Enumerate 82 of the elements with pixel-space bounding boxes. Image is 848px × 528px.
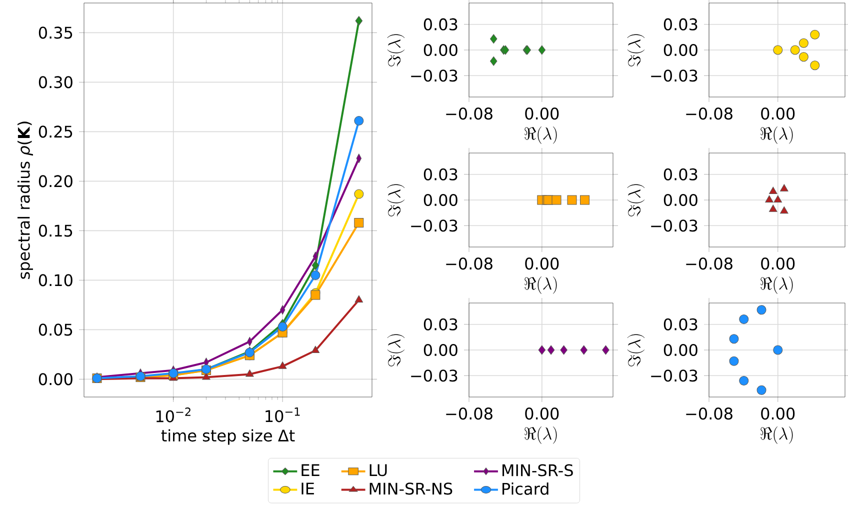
point <box>768 186 778 194</box>
x-axis-title: $\Re(\lambda)$ <box>524 426 557 444</box>
y-tick-label: 0.25 <box>38 126 72 138</box>
point <box>773 45 783 55</box>
x-tick-label: 0.00 <box>761 258 795 270</box>
y-tick-label: −0.03 <box>651 370 698 382</box>
x-tick-label: 0.00 <box>525 408 559 420</box>
point <box>774 195 782 202</box>
y-axis-title: $\Im(\lambda)$ <box>627 184 645 216</box>
point <box>768 204 778 212</box>
y-tick-label: 0.00 <box>664 194 698 206</box>
legend-label: MIN-SR-NS <box>370 482 452 495</box>
x-axis-title: $\Re(\lambda)$ <box>760 426 793 444</box>
x-axis-title: $\Re(\lambda)$ <box>524 126 557 144</box>
point <box>780 206 788 214</box>
x-tick-label: 0.00 <box>525 108 559 120</box>
y-axis-title: $\Im(\lambda)$ <box>387 184 405 216</box>
point <box>765 195 774 202</box>
y-tick-label: 0.05 <box>38 324 72 336</box>
point <box>739 376 749 386</box>
point <box>810 30 820 40</box>
point <box>810 60 820 70</box>
legend-label: Picard <box>502 482 548 495</box>
x-axis-title: $\Re(\lambda)$ <box>760 126 793 144</box>
y-tick-label: 0.00 <box>424 344 458 356</box>
point <box>756 305 766 315</box>
x-tick-label: −0.08 <box>686 408 732 420</box>
x-axis-title: $\Re(\lambda)$ <box>760 276 793 294</box>
y-axis-title: $\Im(\lambda)$ <box>627 34 645 66</box>
y-tick-label: 0.35 <box>38 26 72 39</box>
y-axis-title: spectral radius ρ(K) <box>17 122 33 279</box>
legend-label: LU <box>370 464 387 476</box>
point <box>729 356 739 366</box>
x-tick-label: 0.00 <box>761 408 795 420</box>
point <box>790 45 800 55</box>
point <box>773 345 783 355</box>
y-axis-title: $\Im(\lambda)$ <box>627 334 645 366</box>
y-tick-label: −0.03 <box>411 220 458 232</box>
point <box>538 45 546 55</box>
y-tick-label: 0.03 <box>424 168 458 180</box>
y-tick-label: 0.03 <box>664 318 698 330</box>
y-tick-label: 0.20 <box>38 175 72 188</box>
point <box>739 314 749 324</box>
x-tick-label: 0.00 <box>761 108 795 120</box>
y-tick-label: −0.03 <box>651 220 698 232</box>
y-tick-label: −0.03 <box>411 370 458 382</box>
x-axis-title: time step size Δt <box>161 429 295 445</box>
y-tick-label: 0.00 <box>664 44 698 56</box>
point <box>490 34 498 44</box>
point <box>490 56 498 66</box>
y-tick-label: −0.03 <box>411 70 458 82</box>
x-tick-label: 10$^{−2}$ <box>156 408 190 422</box>
y-tick-label: 0.30 <box>38 76 72 88</box>
x-tick-label: 0.00 <box>525 258 559 270</box>
legend-label: EE <box>302 464 320 476</box>
legend-label: MIN-SR-S <box>502 464 573 476</box>
y-tick-label: 0.15 <box>38 224 72 237</box>
y-tick-label: 0.10 <box>38 274 72 286</box>
point <box>798 52 808 62</box>
x-tick-label: −0.08 <box>446 258 492 270</box>
y-tick-label: −0.03 <box>651 70 698 82</box>
y-axis-title: $\Im(\lambda)$ <box>387 334 405 366</box>
y-tick-label: 0.00 <box>424 194 458 206</box>
legend-label: IE <box>302 482 314 494</box>
y-tick-label: 0.03 <box>424 318 458 330</box>
y-axis-title: $\Im(\lambda)$ <box>387 34 405 66</box>
x-tick-label: −0.08 <box>446 108 492 120</box>
point <box>756 385 766 395</box>
y-tick-label: 0.00 <box>424 44 458 56</box>
y-tick-label: 0.00 <box>38 373 72 386</box>
y-tick-label: 0.03 <box>664 168 698 180</box>
point <box>798 38 808 48</box>
x-axis-title: $\Re(\lambda)$ <box>524 276 557 294</box>
point <box>729 334 739 344</box>
y-tick-label: 0.03 <box>424 18 458 30</box>
point <box>780 184 788 192</box>
x-tick-label: −0.08 <box>686 108 732 120</box>
x-tick-label: −0.08 <box>446 408 492 420</box>
x-tick-label: −0.08 <box>686 258 732 270</box>
y-tick-label: 0.00 <box>664 344 698 356</box>
y-tick-label: 0.03 <box>664 18 698 30</box>
x-tick-label: 10$^{−1}$ <box>266 408 300 422</box>
